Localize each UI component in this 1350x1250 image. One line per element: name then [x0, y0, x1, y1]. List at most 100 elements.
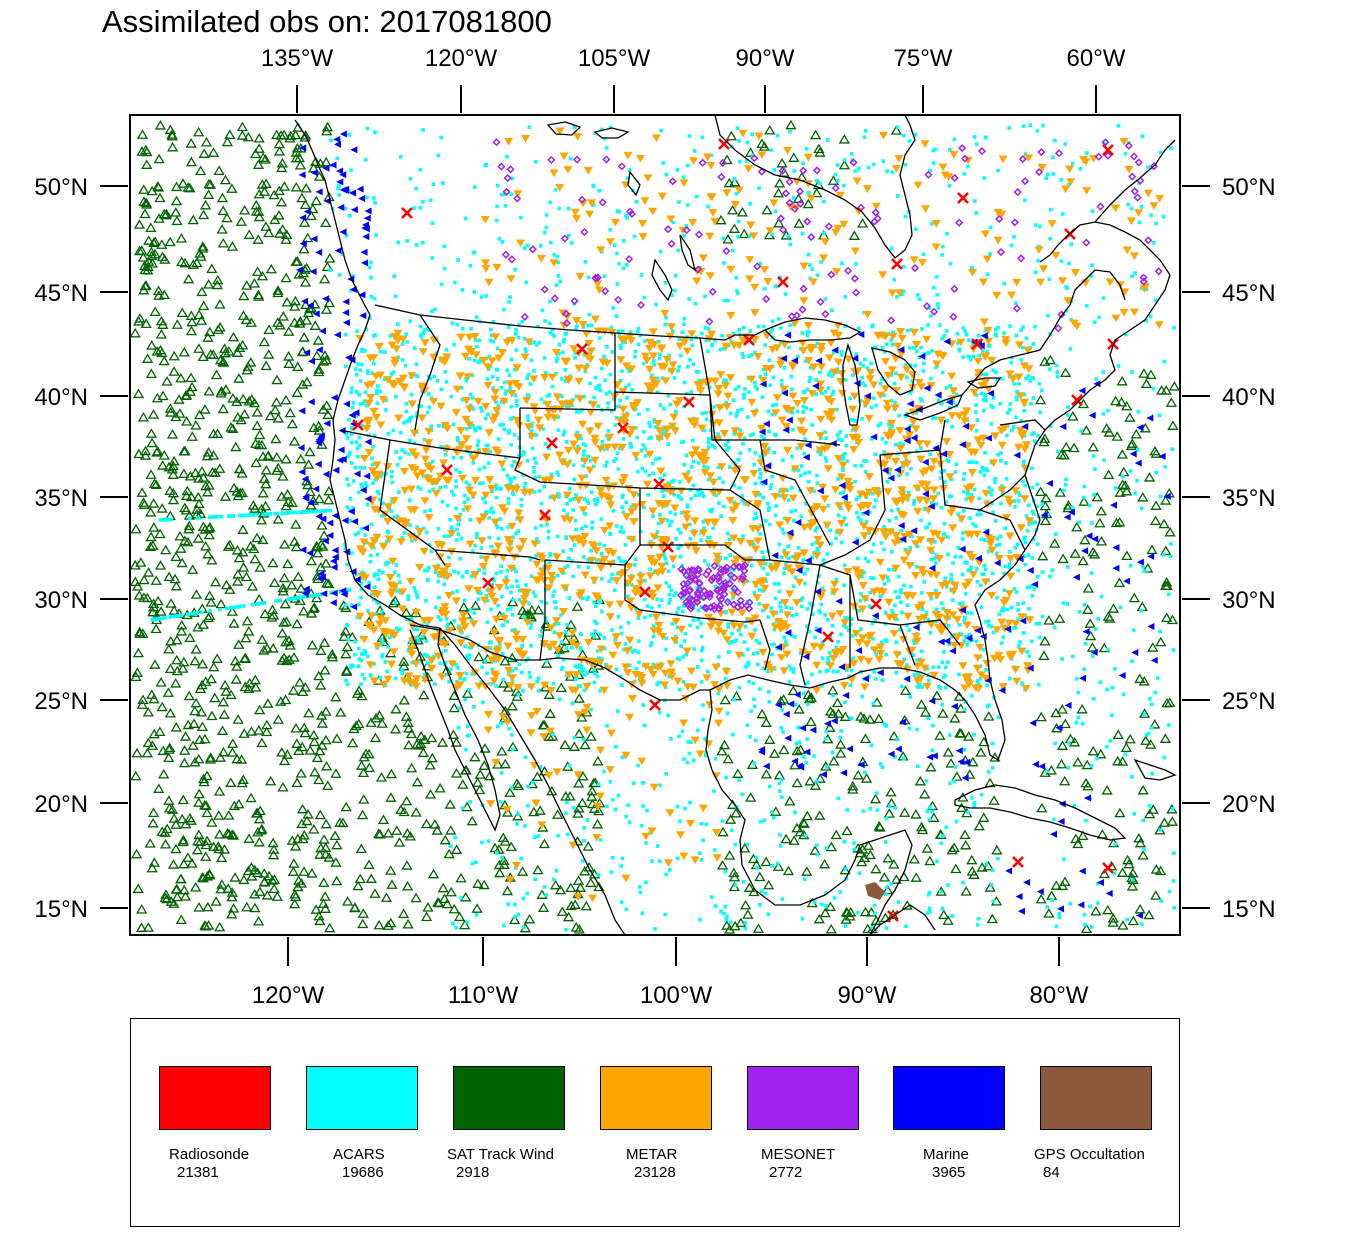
acars-marker	[714, 493, 718, 498]
sat-track-wind-marker	[197, 773, 210, 784]
acars-marker	[350, 386, 354, 390]
sat-track-wind-marker	[743, 882, 756, 892]
sat-track-wind-marker	[536, 889, 548, 899]
acars-marker	[639, 823, 644, 828]
sat-track-wind-marker	[159, 254, 171, 264]
acars-marker	[691, 618, 696, 622]
sat-track-wind-marker	[312, 335, 324, 345]
acars-marker	[559, 394, 564, 399]
sat-track-wind-marker	[882, 852, 894, 863]
acars-marker	[694, 369, 699, 374]
acars-marker	[675, 625, 680, 630]
acars-marker	[432, 374, 437, 379]
acars-marker	[1102, 141, 1107, 146]
acars-marker	[460, 631, 464, 635]
acars-marker	[412, 627, 417, 632]
acars-marker	[616, 329, 621, 334]
acars-marker	[581, 464, 586, 468]
sat-track-wind-marker	[1107, 913, 1119, 923]
acars-marker	[948, 261, 953, 266]
sat-track-wind-marker	[552, 809, 564, 819]
sat-track-wind-marker	[154, 344, 167, 355]
acars-marker	[396, 573, 401, 578]
acars-marker	[1050, 568, 1055, 573]
acars-marker	[1126, 202, 1130, 207]
sat-track-wind-marker	[1055, 449, 1067, 459]
acars-marker	[434, 351, 439, 356]
sat-track-wind-marker	[180, 390, 192, 400]
acars-marker	[412, 441, 417, 445]
acars-marker	[728, 411, 733, 416]
acars-marker	[1019, 328, 1023, 332]
acars-marker	[823, 613, 827, 617]
acars-marker	[436, 574, 441, 578]
sat-track-wind-marker	[147, 807, 160, 818]
acars-marker	[920, 685, 925, 689]
sat-track-wind-marker	[277, 582, 289, 593]
acars-marker	[1021, 479, 1025, 484]
acars-marker	[465, 724, 470, 729]
acars-marker	[868, 605, 873, 610]
acars-marker	[869, 550, 874, 554]
sat-track-wind-marker	[170, 551, 182, 562]
sat-track-wind-marker	[735, 917, 747, 928]
sat-track-wind-marker	[318, 530, 330, 540]
sat-track-wind-marker	[420, 818, 433, 829]
acars-marker	[551, 594, 555, 598]
sat-track-wind-marker	[791, 822, 803, 833]
acars-marker	[663, 322, 668, 327]
acars-marker	[418, 167, 423, 172]
acars-marker	[465, 635, 469, 640]
acars-marker	[726, 298, 730, 303]
sat-track-wind-marker	[321, 400, 333, 410]
sat-track-wind-marker	[728, 871, 741, 882]
acars-marker	[418, 206, 422, 210]
sat-track-wind-marker	[281, 229, 293, 240]
acars-marker	[509, 357, 514, 362]
sat-track-wind-marker	[314, 849, 326, 859]
sat-track-wind-marker	[824, 722, 836, 732]
acars-marker	[357, 393, 362, 397]
acars-marker	[962, 638, 967, 643]
acars-marker	[572, 543, 577, 547]
sat-track-wind-marker	[447, 729, 460, 739]
sat-track-wind-marker	[303, 707, 315, 718]
sat-track-wind-marker	[164, 124, 176, 134]
acars-marker	[1008, 324, 1012, 328]
acars-marker	[452, 619, 457, 623]
sat-track-wind-marker	[1078, 496, 1090, 506]
acars-marker	[443, 452, 448, 457]
acars-marker	[600, 440, 605, 444]
sat-track-wind-marker	[273, 138, 286, 149]
acars-marker	[990, 741, 995, 746]
sat-track-wind-marker	[176, 813, 188, 824]
sat-track-wind-marker	[331, 733, 343, 743]
sat-track-wind-marker	[278, 181, 291, 191]
acars-marker	[433, 605, 438, 610]
acars-marker	[696, 618, 701, 622]
acars-marker	[500, 400, 504, 404]
sat-track-wind-marker	[202, 332, 214, 342]
acars-marker	[772, 667, 777, 671]
sat-track-wind-marker	[220, 686, 232, 696]
acars-marker	[574, 493, 578, 497]
acars-marker	[525, 803, 530, 808]
acars-marker	[803, 572, 807, 576]
sat-track-wind-marker	[538, 838, 551, 849]
sat-track-wind-marker	[782, 865, 795, 876]
acars-marker	[688, 488, 693, 492]
acars-marker	[360, 672, 365, 677]
sat-track-wind-marker	[227, 331, 240, 342]
acars-marker	[1051, 172, 1056, 176]
acars-marker	[773, 432, 777, 437]
acars-marker	[593, 131, 598, 136]
acars-marker	[766, 690, 771, 694]
sat-track-wind-marker	[1035, 893, 1047, 904]
acars-marker	[477, 338, 482, 343]
acars-marker	[795, 409, 800, 414]
sat-track-wind-marker	[205, 752, 217, 762]
acars-marker	[831, 350, 836, 355]
acars-marker	[716, 563, 721, 568]
sat-track-wind-marker	[210, 369, 223, 380]
acars-marker	[529, 622, 533, 626]
